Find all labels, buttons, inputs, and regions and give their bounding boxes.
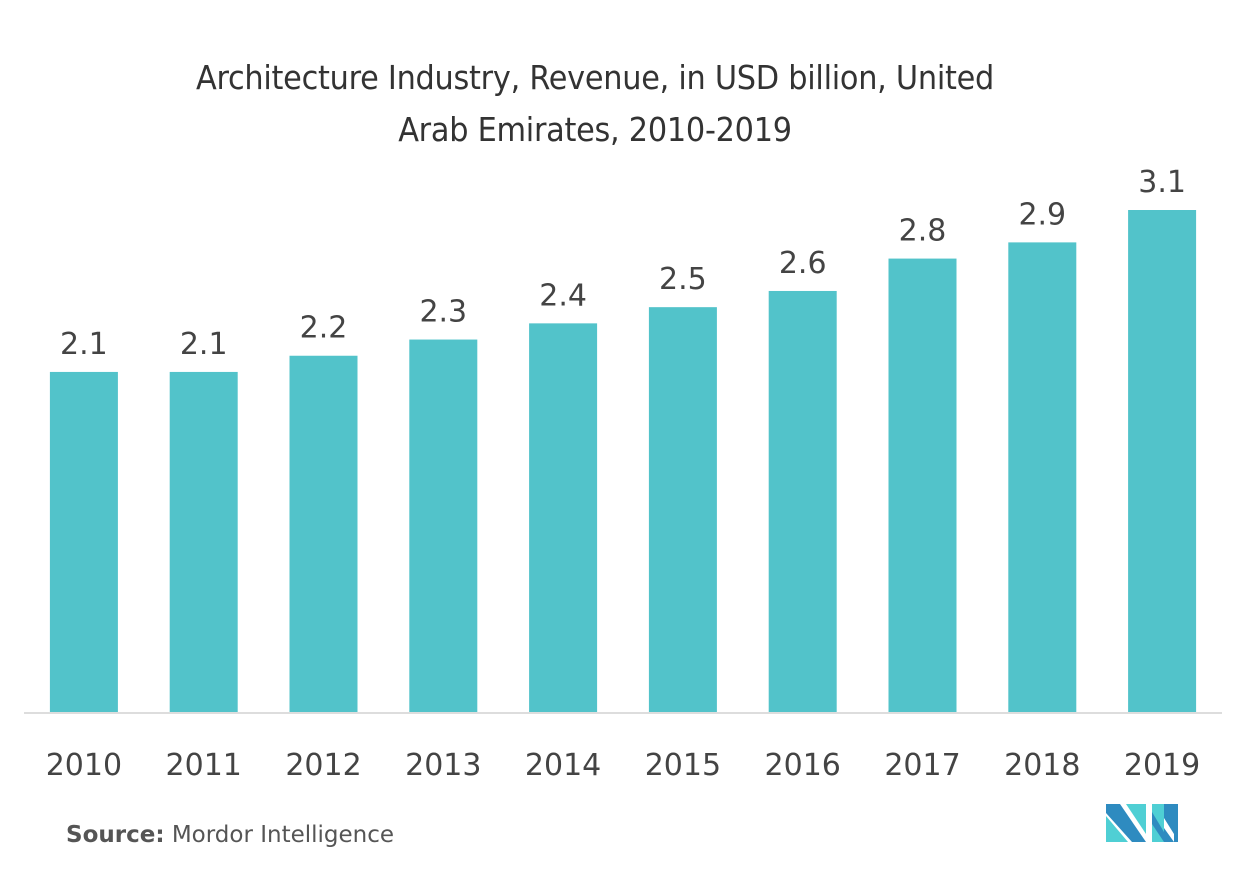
- x-tick-labels-group: 2010 2011 2012 2013 2014 2015 2016 2017 2018 2019: [46, 748, 1201, 783]
- mordor-intelligence-logo-icon: [1106, 804, 1178, 842]
- data-label-2014: 2.4: [539, 278, 587, 313]
- source-value: Mordor Intelligence: [164, 822, 395, 848]
- bars-group: [49, 210, 1197, 713]
- bar-2010: [49, 371, 118, 712]
- bar-2012: [289, 355, 358, 712]
- x-tick-label-2019: 2019: [1124, 748, 1200, 783]
- bar-2011: [169, 371, 238, 712]
- data-label-2019: 3.1: [1138, 165, 1186, 200]
- data-labels-group: 2.1 2.1 2.2 2.3 2.4 2.5 2.6 2.8 2.9 3.1: [60, 165, 1186, 362]
- chart-title-line-2: Arab Emirates, 2010-2019: [398, 110, 792, 149]
- bar-2018: [1008, 242, 1077, 713]
- data-label-2015: 2.5: [659, 262, 707, 297]
- data-label-2011: 2.1: [180, 327, 228, 362]
- bar-2013: [409, 339, 478, 712]
- data-label-2013: 2.3: [419, 295, 467, 330]
- data-label-2018: 2.9: [1018, 197, 1066, 232]
- x-tick-label-2016: 2016: [765, 748, 841, 783]
- data-label-2010: 2.1: [60, 327, 108, 362]
- data-label-2016: 2.6: [779, 246, 827, 281]
- data-label-2012: 2.2: [300, 311, 348, 346]
- x-tick-label-2017: 2017: [884, 748, 960, 783]
- data-label-2017: 2.8: [899, 214, 947, 249]
- bar-2014: [529, 323, 598, 712]
- bar-2016: [768, 290, 837, 712]
- chart-title: Architecture Industry, Revenue, in USD b…: [48, 52, 1143, 156]
- x-tick-label-2014: 2014: [525, 748, 601, 783]
- x-tick-label-2010: 2010: [46, 748, 122, 783]
- bar-2019: [1128, 210, 1197, 712]
- bar-2017: [888, 258, 957, 712]
- x-tick-label-2015: 2015: [645, 748, 721, 783]
- chart-title-line-1: Architecture Industry, Revenue, in USD b…: [195, 58, 995, 97]
- source-note: Source: Mordor Intelligence: [66, 822, 394, 848]
- x-tick-label-2013: 2013: [405, 748, 481, 783]
- x-tick-label-2012: 2012: [285, 748, 361, 783]
- bar-2015: [648, 307, 717, 712]
- source-label: Source:: [66, 822, 165, 848]
- x-tick-label-2018: 2018: [1004, 748, 1080, 783]
- x-tick-label-2011: 2011: [166, 748, 242, 783]
